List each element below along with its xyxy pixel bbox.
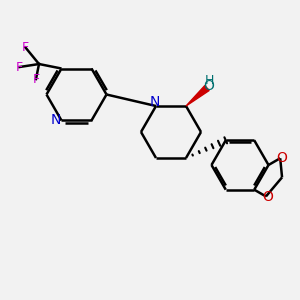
Text: N: N [149, 95, 160, 110]
Text: O: O [204, 79, 214, 93]
Text: F: F [32, 73, 40, 85]
Text: N: N [51, 113, 61, 128]
Text: H: H [204, 74, 214, 87]
Text: F: F [22, 41, 29, 54]
Text: F: F [16, 61, 23, 74]
Text: O: O [276, 151, 287, 165]
Text: O: O [262, 190, 273, 204]
Polygon shape [186, 85, 209, 106]
